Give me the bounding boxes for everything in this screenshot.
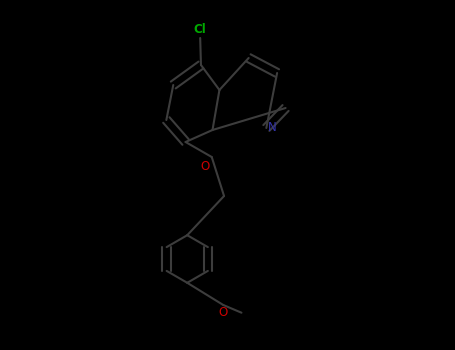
Text: Cl: Cl [194, 23, 207, 36]
Text: N: N [268, 121, 277, 134]
Text: O: O [219, 306, 228, 319]
Text: O: O [201, 160, 210, 173]
